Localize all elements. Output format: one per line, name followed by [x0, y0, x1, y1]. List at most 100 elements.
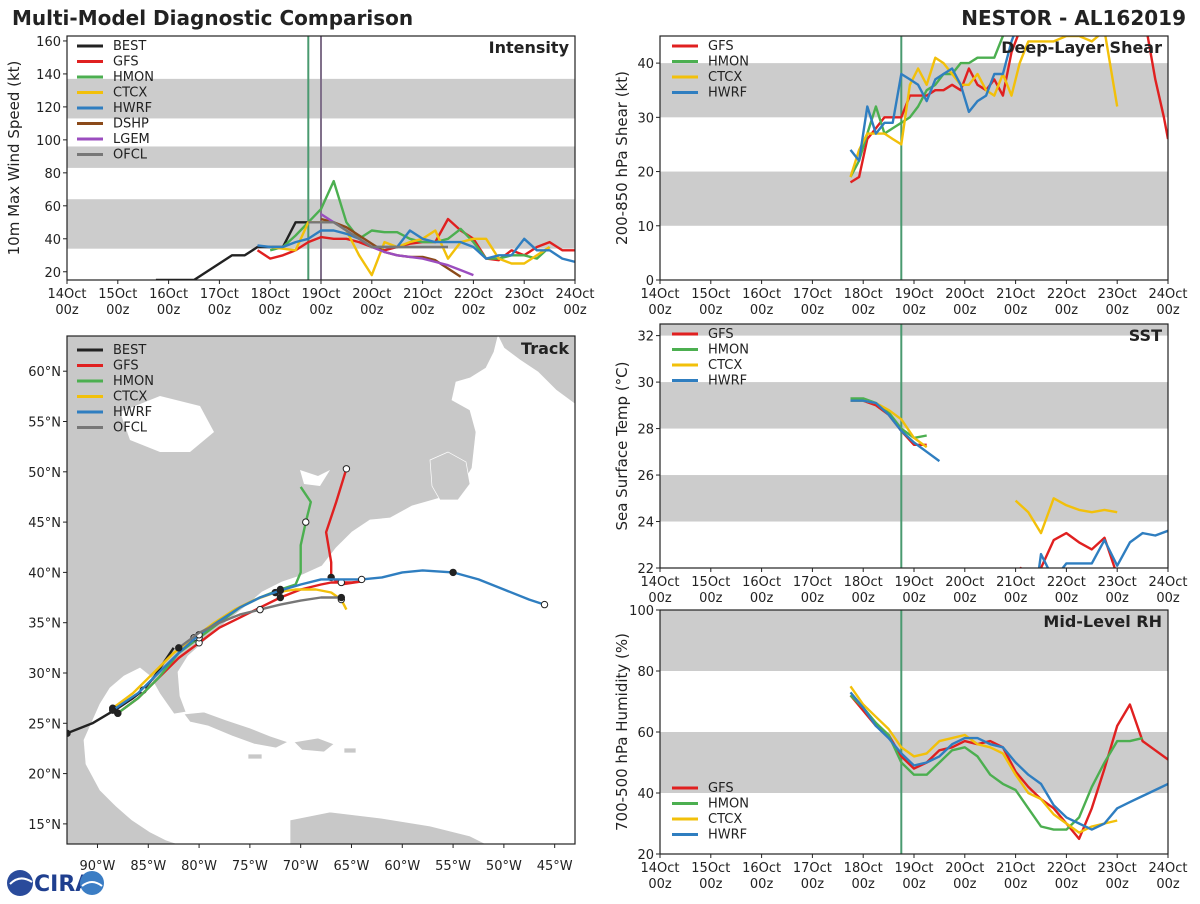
- shear-xtick-label: 21Oct: [996, 287, 1035, 302]
- track-ytick-label: 45°N: [28, 516, 61, 531]
- track-point-hwrf: [109, 706, 117, 714]
- shear-xtick-label: 14Oct: [640, 287, 679, 302]
- shear-ytick-label: 40: [637, 57, 654, 72]
- sst-xtick-sublabel: 00z: [648, 591, 672, 606]
- track-point-gfs: [276, 593, 285, 602]
- rh-ytick-label: 20: [637, 848, 654, 863]
- sst-series-gfs: [1018, 531, 1116, 568]
- intensity-xtick-sublabel: 00z: [208, 303, 232, 318]
- sst-legend-ctcx: CTCX: [708, 358, 742, 373]
- track-panel: 90°W 85°W 80°W 75°W 70°W 65°W 60°W 55°W 50°W 45°W…: [28, 335, 576, 874]
- track-point-hwrf: [449, 568, 457, 577]
- intensity-ylabel: 10m Max Wind Speed (kt): [5, 61, 23, 256]
- intensity-xtick-label: 16Oct: [149, 287, 188, 302]
- rh-series-gfs: [849, 694, 1168, 840]
- shear-ytick-label: 10: [637, 220, 654, 235]
- track-xtick-label: 65°W: [334, 859, 370, 874]
- track-xtick-label: 70°W: [283, 859, 319, 874]
- intensity-legend-hwrf: HWRF: [113, 101, 152, 116]
- puerto-rico-land: [343, 747, 357, 754]
- intensity-xtick-label: 20Oct: [352, 287, 391, 302]
- rh-panel: 2040608010014Oct00z15Oct00z16Oct00z17Oct…: [613, 604, 1188, 892]
- rh-xtick-sublabel: 00z: [902, 877, 926, 892]
- sst-band: [660, 382, 1168, 429]
- track-point-hwrf: [357, 575, 366, 584]
- track-ytick-label: 55°N: [28, 416, 61, 431]
- intensity-xtick-label: 22Oct: [454, 287, 493, 302]
- intensity-xtick-sublabel: 00z: [259, 303, 283, 318]
- sst-xtick-label: 15Oct: [691, 575, 730, 590]
- sst-xtick-label: 19Oct: [894, 575, 933, 590]
- intensity-xtick-sublabel: 00z: [462, 303, 486, 318]
- shear-xtick-sublabel: 00z: [648, 303, 672, 318]
- figure-title: Multi-Model Diagnostic Comparison: [12, 6, 413, 30]
- sst-title: SST: [1129, 326, 1162, 345]
- track-legend-hmon: HMON: [113, 374, 154, 389]
- sst-xtick-label: 21Oct: [996, 575, 1035, 590]
- track-xtick-label: 75°W: [232, 859, 268, 874]
- rh-xtick-label: 22Oct: [1047, 861, 1086, 876]
- intensity-series-ofcl: [308, 221, 448, 249]
- sst-xtick-label: 14Oct: [640, 575, 679, 590]
- track-point-ofcl: [337, 593, 346, 602]
- sst-ytick-label: 32: [637, 330, 654, 345]
- sst-legend-hmon: HMON: [708, 343, 749, 358]
- intensity-ytick-label: 160: [36, 35, 61, 50]
- sst-xtick-label: 23Oct: [1098, 575, 1137, 590]
- intensity-xtick-sublabel: 00z: [411, 303, 435, 318]
- cira-logo: CIRA: [7, 870, 104, 897]
- track-point-best: [67, 729, 71, 738]
- jamaica-land: [247, 753, 263, 760]
- intensity-legend-ctcx: CTCX: [113, 86, 147, 101]
- sst-ytick-label: 26: [637, 469, 654, 484]
- shear-ytick-label: 20: [637, 166, 654, 181]
- track-series-gfs: [117, 468, 363, 715]
- track-point-ofcl: [256, 605, 264, 614]
- sst-xtick-label: 20Oct: [945, 575, 984, 590]
- shear-xtick-label: 20Oct: [945, 287, 984, 302]
- intensity-xtick-sublabel: 00z: [563, 303, 587, 318]
- track-frame: [66, 335, 576, 845]
- rh-ytick-label: 60: [637, 726, 654, 741]
- rh-xtick-sublabel: 00z: [1004, 877, 1028, 892]
- sst-xtick-label: 17Oct: [793, 575, 832, 590]
- intensity-xtick-sublabel: 00z: [55, 303, 79, 318]
- rh-ytick-label: 100: [629, 604, 654, 619]
- rh-xtick-label: 15Oct: [691, 861, 730, 876]
- rh-xtick-sublabel: 00z: [1106, 877, 1130, 892]
- hudson-bay: [120, 396, 214, 452]
- track-legend-ofcl: OFCL: [113, 421, 148, 436]
- track-title: Track: [521, 339, 569, 358]
- track-series-group: [67, 465, 549, 738]
- sst-band: [660, 324, 1168, 336]
- sst-series-hwrf: [1037, 529, 1168, 568]
- intensity-xtick-label: 18Oct: [251, 287, 290, 302]
- shear-xtick-sublabel: 00z: [699, 303, 723, 318]
- rh-legend-hmon: HMON: [708, 797, 749, 812]
- intensity-legend-lgem: LGEM: [113, 132, 150, 147]
- shear-panel: 01020304014Oct00z15Oct00z16Oct00z17Oct00…: [613, 35, 1188, 318]
- rh-xtick-sublabel: 00z: [750, 877, 774, 892]
- track-xtick-label: 90°W: [80, 859, 116, 874]
- shear-xtick-label: 23Oct: [1098, 287, 1137, 302]
- track-point-gfs: [342, 465, 351, 473]
- rh-xtick-sublabel: 00z: [699, 877, 723, 892]
- rh-ytick-label: 80: [637, 665, 654, 680]
- intensity-xtick-label: 23Oct: [505, 287, 544, 302]
- intensity-xtick-label: 19Oct: [301, 287, 340, 302]
- rh-legend-gfs: GFS: [708, 781, 734, 796]
- intensity-legend-ofcl: OFCL: [113, 148, 148, 163]
- sst-ytick-label: 22: [637, 562, 654, 577]
- shear-band: [660, 63, 1168, 118]
- rh-xtick-label: 16Oct: [742, 861, 781, 876]
- intensity-ytick-label: 80: [44, 167, 61, 182]
- track-xtick-label: 50°W: [486, 859, 522, 874]
- sst-xtick-label: 18Oct: [844, 575, 883, 590]
- sst-xtick-sublabel: 00z: [852, 591, 876, 606]
- rh-series-hwrf: [849, 691, 1168, 831]
- track-point-hwrf: [276, 586, 285, 595]
- rh-xtick-label: 14Oct: [640, 861, 679, 876]
- intensity-legend-hmon: HMON: [113, 70, 154, 85]
- intensity-ytick-label: 40: [44, 233, 61, 248]
